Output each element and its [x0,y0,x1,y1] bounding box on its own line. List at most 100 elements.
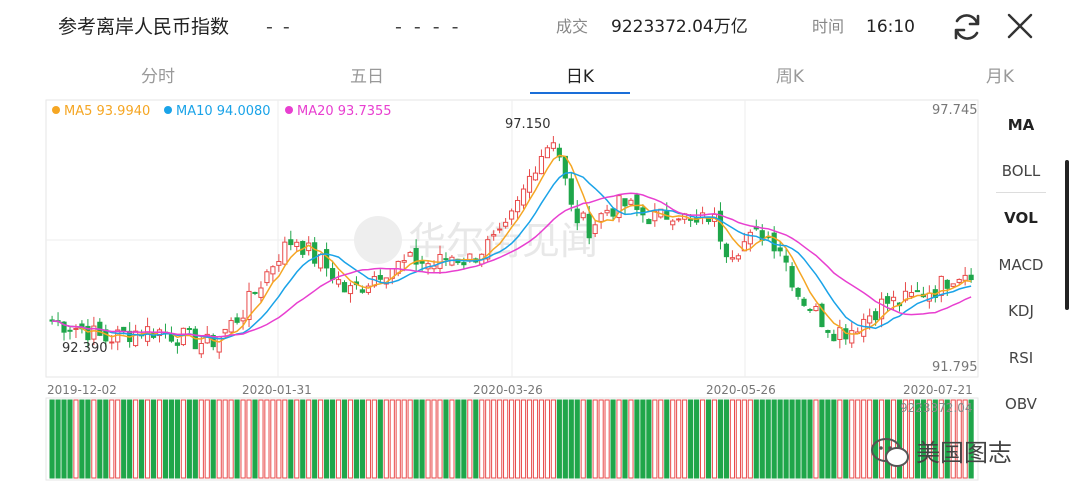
tab-weekly-k[interactable]: 周K [760,62,820,94]
candle-body [288,239,294,246]
indicator-scrollbar[interactable] [1065,160,1069,310]
volume-bar [270,399,276,479]
volume-bar [204,399,210,479]
volume-bar [819,399,825,479]
volume-bar [580,399,586,479]
indicator-rsi[interactable]: RSI [990,349,1052,367]
ma20-legend-label: MA20 93.7355 [297,104,392,119]
close-button[interactable] [1004,10,1036,42]
volume-bar [407,399,413,479]
candle-body [544,147,550,159]
indicator-macd[interactable]: MACD [990,256,1052,274]
volume-bar [628,399,634,479]
candle-body [717,210,724,242]
volume-bar [359,399,365,479]
volume-label: 成交 [556,17,589,36]
indicator-kdj[interactable]: KDJ [990,302,1052,320]
candle-body [610,208,616,217]
volume-bar [85,399,91,479]
candle-body [723,243,730,258]
volume-bar [180,399,186,479]
indicator-ma[interactable]: MA [990,116,1052,134]
indicator-obv[interactable]: OBV [990,395,1052,413]
volume-bar [109,399,115,479]
volume-bar [115,399,121,479]
candle-body [879,298,885,320]
volume-bar [91,399,97,479]
candle-body [121,326,127,332]
candle-body [789,266,795,288]
indicator-boll[interactable]: BOLL [990,162,1052,180]
candle-body [813,305,819,312]
tab-five-day[interactable]: 五日 [337,62,397,94]
volume-bar [670,399,676,479]
time-label: 时间 [812,17,845,36]
volume-bar [568,399,574,479]
tab-label: 日K [565,67,595,87]
volume-bar [79,399,85,479]
volume-bar [509,399,515,479]
indicator-vol[interactable]: VOL [990,209,1052,227]
volume-bar [288,399,294,479]
candle-body [944,279,950,289]
volume-bar [467,399,473,479]
candle-body [729,257,735,260]
volume-bar [664,399,670,479]
candle-body [556,147,562,158]
low-price-label: 92.390 [62,341,108,356]
candle-body [365,285,371,293]
indicator-label: VOL [1004,209,1038,227]
volume-max-label: 9223372.04 [900,401,973,415]
candle-body [968,274,974,281]
candle-body [509,210,515,220]
tab-label: 分时 [141,67,175,87]
candle-body [783,255,789,263]
candle-body [520,188,527,206]
volume-bar [747,399,753,479]
volume-bar [306,399,312,479]
volume-bar [735,399,741,479]
candle-body [347,285,354,295]
volume-bar [150,399,157,479]
candle-body [873,311,879,321]
price-axis-max: 97.745 [932,103,978,118]
candle-body [568,178,574,205]
volume-bar [240,399,246,479]
tab-monthly-k[interactable]: 月K [970,62,1030,94]
refresh-button[interactable] [950,10,984,44]
volume-bar [425,399,431,479]
candle-body [532,172,539,181]
candle-body [312,242,318,264]
volume-bar [246,399,252,479]
volume-bar [300,399,306,479]
volume-bar [705,399,712,479]
kline-chart-svg: 华尔街见闻 MA5 93.9940 MA10 94.0080 MA20 93.7… [45,99,979,481]
candle-body [252,291,258,294]
volume-bar [640,399,646,479]
close-icon [1007,13,1033,39]
candle-body [640,207,646,216]
candle-body [228,320,234,333]
volume-bar [168,399,175,479]
volume-bar [365,399,371,479]
tab-intraday[interactable]: 分时 [128,62,188,94]
candle-body [574,208,580,224]
volume-bar [324,399,330,479]
tab-daily-k[interactable]: 日K [530,62,630,94]
volume-bar [550,399,556,479]
date-tick-label: 2020-07-21 [903,383,973,397]
candle-body [264,271,270,284]
volume-bar [437,399,443,479]
volume-bar [371,399,377,479]
volume-bar [968,399,974,479]
candle-body [628,199,634,205]
candle-body [634,194,640,210]
candle-body [538,156,545,175]
volume-bar [73,399,79,479]
volume-bar [121,399,127,479]
date-tick-label: 2020-03-26 [473,383,543,397]
volume-bar [144,399,151,479]
volume-bar [335,399,342,479]
kline-chart[interactable]: 华尔街见闻 MA5 93.9940 MA10 94.0080 MA20 93.7… [0,94,990,499]
candle-body [485,239,491,260]
